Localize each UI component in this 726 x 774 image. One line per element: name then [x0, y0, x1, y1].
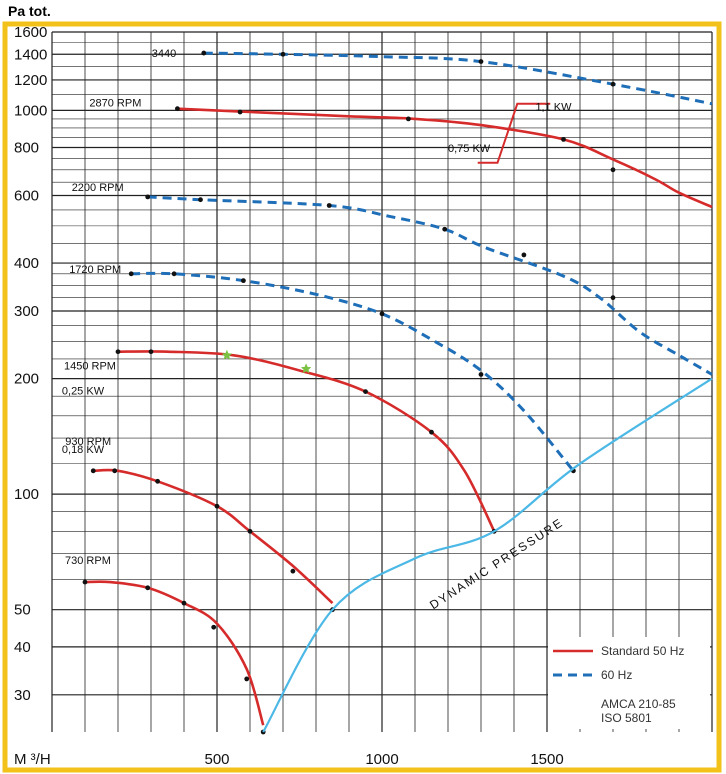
data-point [326, 203, 332, 208]
series-label: 1720 RPM [69, 264, 121, 276]
data-point [478, 372, 484, 377]
series-labels: 3440 2870 RPM 2200 RPM 1720 RPM 1450 RPM 930 … [64, 48, 176, 567]
data-point [145, 585, 151, 591]
standard-label: AMCA 210-85 [601, 697, 676, 711]
grid [51, 31, 713, 732]
series-group [82, 50, 713, 735]
series-line-1 [177, 107, 713, 209]
data-point [201, 50, 207, 56]
x-axis-label: M ³/H [14, 751, 51, 768]
data-point [82, 579, 88, 585]
y-tick-label: 1200 [14, 72, 47, 89]
data-point [211, 624, 217, 630]
data-point [237, 109, 243, 115]
x-tick-label: 500 [204, 751, 229, 768]
star-marker [221, 349, 233, 360]
x-tick-label: 1000 [365, 751, 398, 768]
data-point [241, 278, 246, 284]
data-point [115, 349, 121, 355]
standard-label: ISO 5801 [601, 711, 652, 725]
data-point [610, 295, 616, 301]
series-line-7 [262, 377, 713, 733]
series-label: 730 RPM [65, 555, 111, 567]
y-tick-label: 1000 [14, 102, 47, 119]
data-point [290, 568, 296, 574]
y-tick-labels: 1600 1400 1200 1000 800 600 400 300 200 100 50 40 30 [14, 24, 47, 704]
series-label: 2870 RPM [89, 98, 141, 110]
y-tick-label: 1600 [14, 24, 47, 41]
data-point [155, 478, 161, 484]
series-line-4 [117, 350, 496, 532]
data-point [90, 468, 96, 474]
data-point [112, 468, 118, 474]
x-tick-labels: 500 1000 1500 [204, 751, 563, 768]
data-point [610, 81, 616, 87]
power-label-1450: 0,25 KW [62, 385, 105, 397]
power-bracket [477, 102, 551, 164]
data-point [145, 194, 151, 200]
data-point [280, 51, 286, 57]
series-line-2 [147, 195, 713, 376]
y-tick-label: 200 [14, 371, 39, 388]
y-tick-label: 50 [14, 602, 31, 619]
data-point [128, 271, 134, 277]
series-label: 3440 [152, 48, 176, 60]
series-label: 1450 RPM [64, 361, 116, 373]
power-label-930: 0,18 KW [62, 444, 105, 456]
series-label: 2200 RPM [72, 182, 124, 194]
y-tick-label: 1400 [14, 46, 47, 63]
data-point [610, 167, 616, 173]
data-point [181, 600, 187, 606]
data-point [429, 429, 434, 435]
legend-label: Standard 50 Hz [601, 644, 684, 658]
data-point [521, 252, 527, 258]
data-point [442, 226, 448, 232]
data-point [214, 503, 220, 509]
data-point [171, 271, 177, 277]
data-point [244, 676, 250, 682]
y-tick-label: 400 [14, 255, 39, 272]
legend-label: 60 Hz [601, 668, 632, 682]
data-point [148, 349, 154, 355]
data-point [175, 106, 180, 112]
data-point [363, 389, 368, 394]
data-point [561, 137, 566, 142]
series-line-0 [203, 51, 713, 106]
data-point [406, 116, 411, 122]
data-point [379, 311, 385, 317]
y-tick-label: 300 [14, 303, 39, 320]
data-point [478, 59, 484, 64]
legend-box [548, 637, 710, 729]
y-tick-label: 100 [14, 486, 39, 503]
series-line-6 [84, 580, 265, 726]
y-tick-label: 800 [14, 140, 39, 157]
star-marker [300, 363, 312, 374]
chart-title: Pa tot. [8, 3, 51, 19]
power-label-50hz: 0,75 KW [448, 143, 491, 155]
x-tick-label: 1500 [530, 751, 563, 768]
data-point [247, 528, 253, 534]
y-tick-label: 600 [14, 187, 39, 204]
y-tick-label: 40 [14, 639, 31, 656]
series-line-3 [131, 271, 575, 472]
y-tick-label: 30 [14, 687, 31, 704]
power-label-60hz: 1,1 KW [535, 101, 572, 113]
data-point [198, 197, 203, 203]
chart-frame [2, 21, 722, 773]
series-label: 930 RPM [65, 436, 111, 448]
